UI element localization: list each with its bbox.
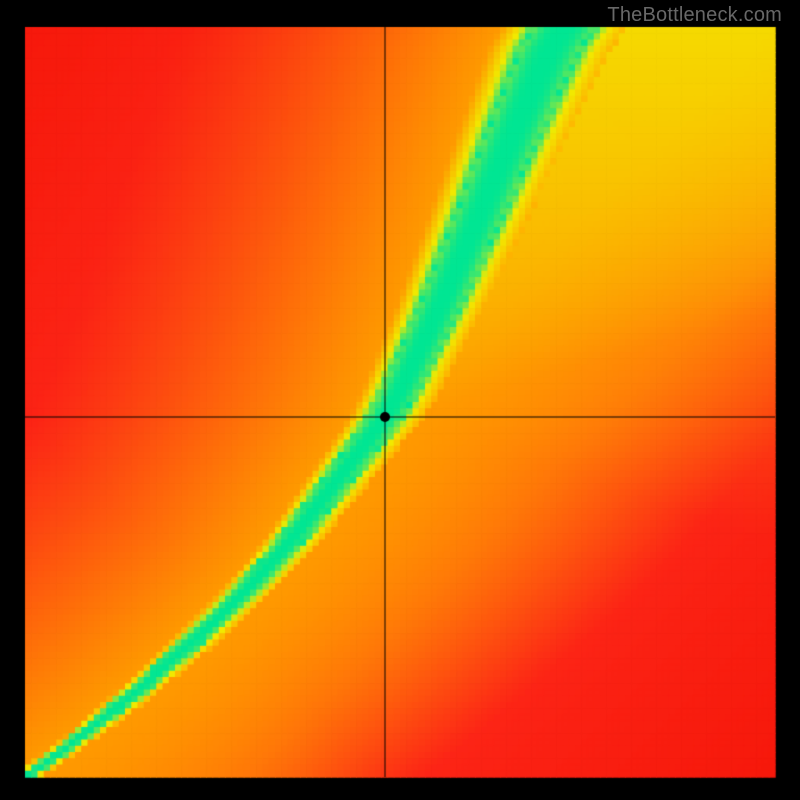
- bottleneck-heatmap: [0, 0, 800, 800]
- chart-container: TheBottleneck.com: [0, 0, 800, 800]
- watermark-text: TheBottleneck.com: [607, 4, 782, 27]
